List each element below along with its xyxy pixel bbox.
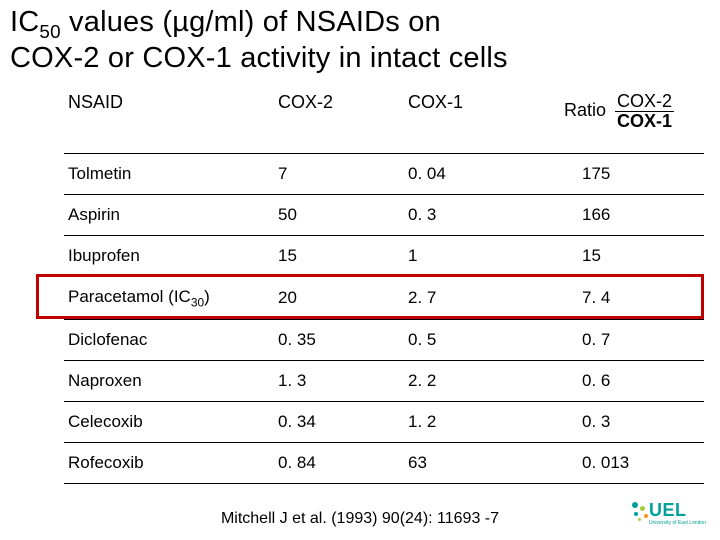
cell-cox2: 1. 3	[274, 360, 404, 401]
ratio-numerator: COX-2	[615, 92, 674, 112]
cell-cox2: 0. 84	[274, 442, 404, 483]
table-row: Ibuprofen15115	[64, 235, 704, 276]
cell-ratio: 0. 3	[534, 401, 704, 442]
cell-cox1: 1	[404, 235, 534, 276]
ratio-fraction: COX-2 COX-1	[615, 92, 674, 131]
nsaid-table: NSAID COX-2 COX-1 Ratio COX-2 COX-1 Tolm…	[64, 86, 704, 484]
cell-nsaid: Paracetamol (IC30)	[64, 276, 274, 319]
cell-nsaid: Aspirin	[64, 194, 274, 235]
table-row: Rofecoxib0. 84630. 013	[64, 442, 704, 483]
cell-cox2: 50	[274, 194, 404, 235]
cell-cox1: 1. 2	[404, 401, 534, 442]
col-header-cox2: COX-2	[274, 86, 404, 153]
cell-nsaid: Celecoxib	[64, 401, 274, 442]
cell-ratio: 15	[534, 235, 704, 276]
table-header-row: NSAID COX-2 COX-1 Ratio COX-2 COX-1	[64, 86, 704, 153]
col-header-nsaid: NSAID	[64, 86, 274, 153]
table-row: Celecoxib0. 341. 20. 3	[64, 401, 704, 442]
cell-cox2: 0. 35	[274, 319, 404, 360]
cell-ratio: 166	[534, 194, 704, 235]
cell-cox2: 15	[274, 235, 404, 276]
cell-nsaid: Rofecoxib	[64, 442, 274, 483]
cell-nsaid: Ibuprofen	[64, 235, 274, 276]
title-line2: COX-2 or COX-1 activity in intact cells	[10, 42, 508, 74]
col-header-cox1: COX-1	[404, 86, 534, 153]
cell-cox2: 7	[274, 153, 404, 194]
cell-cox1: 2. 7	[404, 276, 534, 319]
logo-text: UEL University of East London	[649, 500, 706, 526]
cell-cox1: 2. 2	[404, 360, 534, 401]
table-row: Naproxen1. 32. 20. 6	[64, 360, 704, 401]
uel-logo: UEL University of East London	[632, 498, 706, 530]
cell-cox1: 0. 3	[404, 194, 534, 235]
table-row: Aspirin500. 3166	[64, 194, 704, 235]
table-row: Paracetamol (IC30)202. 77. 4	[64, 276, 704, 319]
cell-cox1: 63	[404, 442, 534, 483]
cell-cox1: 0. 04	[404, 153, 534, 194]
cell-ratio: 175	[534, 153, 704, 194]
cell-ratio: 0. 6	[534, 360, 704, 401]
logo-uel: UEL	[649, 500, 687, 520]
title-line1: IC50 values (µg/ml) of NSAIDs on	[10, 6, 441, 38]
cell-ratio: 7. 4	[534, 276, 704, 319]
cell-cox2: 0. 34	[274, 401, 404, 442]
logo-subtext: University of East London	[649, 521, 706, 526]
table-row: Tolmetin70. 04175	[64, 153, 704, 194]
citation: Mitchell J et al. (1993) 90(24): 11693 -…	[0, 510, 720, 528]
table-row: Diclofenac0. 350. 50. 7	[64, 319, 704, 360]
cell-nsaid: Tolmetin	[64, 153, 274, 194]
ratio-denominator: COX-1	[615, 112, 674, 131]
cell-ratio: 0. 013	[534, 442, 704, 483]
slide: IC50 values (µg/ml) of NSAIDs on COX-2 o…	[0, 0, 720, 540]
col-header-ratio: Ratio COX-2 COX-1	[534, 86, 704, 153]
cell-cox2: 20	[274, 276, 404, 319]
cell-ratio: 0. 7	[534, 319, 704, 360]
cell-cox1: 0. 5	[404, 319, 534, 360]
cell-nsaid: Naproxen	[64, 360, 274, 401]
ratio-label: Ratio	[564, 100, 606, 120]
slide-title: IC50 values (µg/ml) of NSAIDs on COX-2 o…	[10, 6, 710, 76]
cell-nsaid: Diclofenac	[64, 319, 274, 360]
